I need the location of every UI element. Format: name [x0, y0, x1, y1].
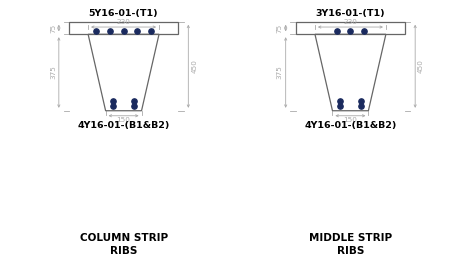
Text: 5Y16-01-(T1): 5Y16-01-(T1) — [89, 9, 158, 18]
Text: 3Y16-01-(T1): 3Y16-01-(T1) — [316, 9, 385, 18]
Text: 230: 230 — [117, 20, 130, 26]
Text: 450: 450 — [191, 59, 197, 73]
Text: 375: 375 — [277, 66, 283, 79]
Text: 4Y16-01-(B1&B2): 4Y16-01-(B1&B2) — [77, 121, 170, 130]
Text: 450: 450 — [418, 59, 424, 73]
Text: RIBS: RIBS — [110, 246, 137, 256]
Text: 375: 375 — [50, 66, 56, 79]
Text: COLUMN STRIP: COLUMN STRIP — [80, 233, 168, 243]
Text: 75: 75 — [277, 23, 283, 33]
Text: 75: 75 — [50, 23, 56, 33]
Text: RIBS: RIBS — [337, 246, 364, 256]
Text: 230: 230 — [344, 20, 357, 26]
Text: MIDDLE STRIP: MIDDLE STRIP — [309, 233, 392, 243]
Text: 150: 150 — [117, 116, 130, 122]
Text: 150: 150 — [344, 116, 357, 122]
Text: 4Y16-01-(B1&B2): 4Y16-01-(B1&B2) — [304, 121, 397, 130]
